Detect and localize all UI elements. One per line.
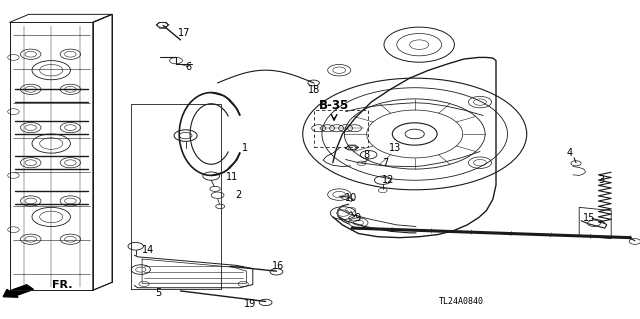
Text: FR.: FR. <box>52 279 73 290</box>
Text: 5: 5 <box>156 288 162 298</box>
Bar <box>314 110 368 147</box>
Text: 1: 1 <box>242 143 248 153</box>
Text: 6: 6 <box>186 62 192 72</box>
Text: 3: 3 <box>598 175 605 185</box>
Text: 12: 12 <box>381 175 394 185</box>
Text: 18: 18 <box>307 85 320 95</box>
Text: 4: 4 <box>566 148 573 158</box>
Text: 10: 10 <box>344 193 357 203</box>
Text: 11: 11 <box>225 172 238 182</box>
Text: 2: 2 <box>235 190 241 200</box>
Text: 7: 7 <box>382 158 388 168</box>
Text: 17: 17 <box>178 28 191 39</box>
Text: 14: 14 <box>142 245 155 256</box>
Text: TL24A0840: TL24A0840 <box>438 297 483 306</box>
Text: 16: 16 <box>272 261 285 271</box>
Text: 15: 15 <box>582 212 595 223</box>
Text: 19: 19 <box>243 299 256 309</box>
Text: B-35: B-35 <box>319 99 349 112</box>
FancyArrow shape <box>3 285 33 297</box>
Text: 13: 13 <box>389 143 402 153</box>
Text: 9: 9 <box>354 212 360 223</box>
Text: 8: 8 <box>363 150 369 160</box>
